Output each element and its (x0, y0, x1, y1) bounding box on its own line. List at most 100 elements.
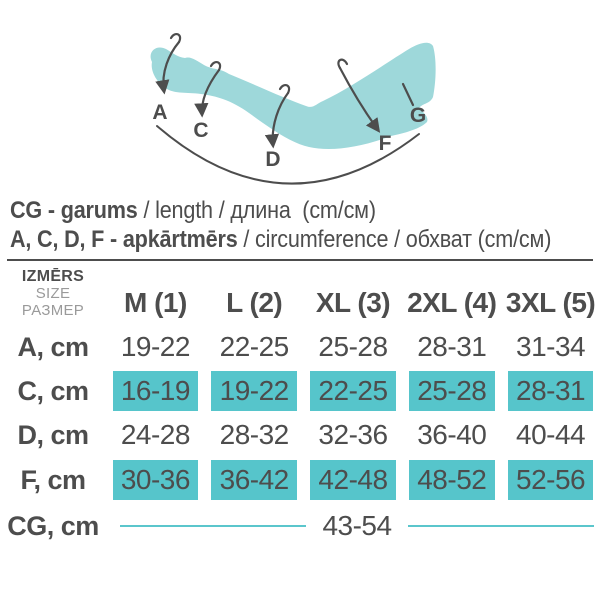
table-cell: 31-34 (501, 325, 600, 369)
table-cell-highlighted: 48-52 (402, 457, 501, 503)
legend-circumference-text: / circumference / обхват (cm/см) (237, 226, 552, 253)
corner-label-lv: IZMĒRS (21, 268, 85, 285)
row-label: F, cm (20, 464, 86, 495)
length-arc (156, 125, 420, 185)
cg-value-span: 43-54 (106, 503, 600, 549)
table-cell-highlighted: 36-42 (205, 457, 304, 503)
table-cell-highlighted: 42-48 (304, 457, 403, 503)
cell-value: 25-28 (318, 331, 388, 362)
column-header-3xl: 3XL (5) (501, 287, 600, 325)
table-cell-highlighted: 52-56 (501, 457, 600, 503)
point-label-c: C (193, 119, 208, 142)
point-label-g: G (410, 104, 426, 127)
table-row-d: D, cm 24-28 28-32 32-36 36-40 40-44 (0, 413, 600, 457)
table-cell-highlighted: 28-31 (501, 369, 600, 413)
arm-measurement-diagram: A C D F G (150, 32, 436, 185)
table-cell: 19-22 (106, 325, 205, 369)
cell-value: 48-52 (417, 464, 487, 495)
cg-value: 43-54 (322, 510, 392, 541)
row-label: A, cm (17, 331, 89, 362)
measure-arrow-a (155, 32, 182, 95)
measure-arrow-d (264, 83, 291, 149)
table-row-c: C, cm 16-19 19-22 22-25 25-28 28-31 (0, 369, 600, 413)
row-label-cell: F, cm (0, 457, 106, 503)
highlight-box: 30-36 (112, 460, 199, 500)
table-cell-highlighted: 19-22 (205, 369, 304, 413)
corner-label-ru: РАЗМЕР (21, 302, 85, 319)
cell-value: 28-32 (219, 419, 290, 450)
cell-value: 28-31 (417, 331, 487, 362)
table-corner-cell: IZMĒRS SIZE РАЗМЕР (0, 268, 106, 325)
cell-value: 36-40 (417, 419, 487, 450)
arm-illustration (150, 42, 436, 149)
cg-rule-right (407, 525, 594, 527)
point-label-a: A (152, 101, 167, 124)
legend-length-text: / length / длина (cm/см) (137, 197, 376, 224)
corner-label-en: SIZE (35, 285, 71, 302)
column-header-label: XL (3) (315, 287, 391, 318)
highlight-box: 48-52 (408, 460, 495, 500)
measure-arrow-f (337, 58, 381, 133)
measure-line-g (401, 82, 415, 107)
cell-value: 32-36 (318, 419, 388, 450)
row-label-cell: D, cm (0, 413, 106, 457)
column-header-l: L (2) (205, 287, 304, 325)
legend-line-length: CG - garums / length / длина (cm/см) (10, 196, 541, 225)
table-cell-highlighted: 22-25 (304, 369, 403, 413)
row-label-cell: C, cm (0, 369, 106, 413)
cell-value: 28-31 (516, 375, 586, 406)
cell-value: 36-42 (219, 464, 290, 495)
row-label: CG, cm (7, 510, 99, 541)
table-cell: 36-40 (402, 413, 501, 457)
legend-circumference-codes: A, C, D, F - apkārtmērs (10, 226, 238, 253)
highlight-box: 22-25 (310, 371, 396, 411)
cell-value: 19-22 (120, 331, 191, 362)
row-label-cell: CG, cm (0, 503, 106, 549)
table-cell: 28-32 (205, 413, 304, 457)
highlight-box: 36-42 (211, 460, 298, 500)
highlight-box: 42-48 (310, 460, 396, 500)
table-cell-highlighted: 30-36 (106, 457, 205, 503)
cell-value: 52-56 (516, 464, 586, 495)
column-header-label: L (2) (226, 287, 283, 318)
table-row-f: F, cm 30-36 36-42 42-48 48-52 52-56 (0, 457, 600, 503)
column-header-label: 3XL (5) (505, 287, 596, 318)
cell-value: 16-19 (120, 375, 191, 406)
point-label-d: D (265, 148, 280, 171)
cell-value: 42-48 (318, 464, 388, 495)
table-row-a: A, cm 19-22 22-25 25-28 28-31 31-34 (0, 325, 600, 369)
cell-value: 22-25 (318, 375, 388, 406)
table-cell-highlighted: 16-19 (106, 369, 205, 413)
highlight-box: 16-19 (112, 371, 199, 411)
column-header-label: 2XL (4) (407, 287, 497, 318)
highlight-box: 25-28 (408, 371, 495, 411)
divider (7, 259, 593, 261)
cell-value: 40-44 (516, 419, 586, 450)
cell-value: 24-28 (120, 419, 191, 450)
highlight-box: 28-31 (507, 371, 594, 411)
legend: CG - garums / length / длина (cm/см) A, … (0, 196, 600, 254)
cg-rule-left (120, 525, 307, 527)
point-label-f: F (379, 132, 392, 155)
highlight-box: 19-22 (211, 371, 298, 411)
row-label: C, cm (17, 375, 89, 406)
cell-value: 19-22 (219, 375, 290, 406)
measure-arrow-c (194, 60, 222, 118)
column-header-m: M (1) (106, 287, 205, 325)
table-cell: 40-44 (501, 413, 600, 457)
column-header-2xl: 2XL (4) (402, 287, 501, 325)
size-table: IZMĒRS SIZE РАЗМЕР M (1) L (2) XL (3) 2X… (0, 261, 600, 549)
highlight-box: 52-56 (507, 460, 594, 500)
row-label-cell: A, cm (0, 325, 106, 369)
table-cell: 28-31 (402, 325, 501, 369)
cell-value: 31-34 (516, 331, 586, 362)
cell-value: 22-25 (219, 331, 290, 362)
table-cell: 32-36 (304, 413, 403, 457)
row-label: D, cm (17, 419, 89, 450)
cell-value: 30-36 (120, 464, 191, 495)
cell-value: 25-28 (417, 375, 487, 406)
table-row-cg: CG, cm 43-54 (0, 503, 600, 549)
table-cell: 22-25 (205, 325, 304, 369)
table-header-row: IZMĒRS SIZE РАЗМЕР M (1) L (2) XL (3) 2X… (0, 261, 600, 325)
